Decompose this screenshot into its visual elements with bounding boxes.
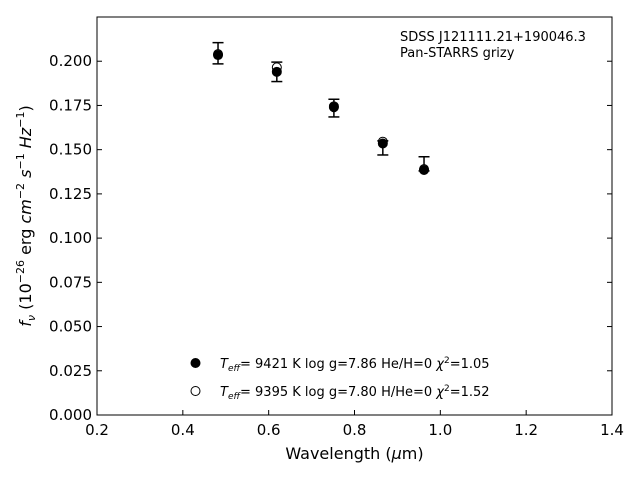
y-axis-label: fν (10−26 erg cm−2 s−1 Hz−1) — [14, 105, 38, 326]
y-axis-ticks: 0.000 0.025 0.050 0.075 0.100 0.125 0.150 0.175… — [49, 52, 612, 424]
filled-data-point — [271, 66, 282, 77]
x-tick-label: 0.6 — [257, 421, 281, 439]
filled-model-points — [213, 50, 430, 176]
object-name-annotation: SDSS J121111.21+190046.3 — [400, 30, 586, 45]
x-tick-label: 0.8 — [343, 421, 367, 439]
x-tick-label: 1.0 — [428, 421, 452, 439]
y-tick-label: 0.200 — [49, 52, 92, 70]
legend-marker-filled — [190, 358, 201, 368]
legend: Teff= 9421 K log g=7.86 He/H=0 χ2=1.05 T… — [190, 356, 490, 402]
y-tick-label: 0.175 — [49, 96, 92, 114]
x-tick-label: 1.2 — [514, 421, 538, 439]
y-tick-label: 0.075 — [49, 273, 92, 291]
filled-data-point — [419, 165, 430, 176]
y-tick-label: 0.000 — [49, 406, 92, 424]
x-axis-label: Wavelength (μm) — [285, 444, 423, 463]
plot-area — [96, 16, 613, 416]
x-tick-label: 0.2 — [85, 421, 109, 439]
legend-label-open: Teff= 9395 K log g=7.80 H/He=0 χ2=1.52 — [220, 384, 490, 402]
y-tick-label: 0.050 — [49, 318, 92, 336]
x-tick-label: 0.4 — [171, 421, 195, 439]
filled-data-point — [377, 138, 388, 149]
y-tick-label: 0.025 — [49, 362, 92, 380]
x-axis-ticks: 0.2 0.4 0.6 0.8 1.0 1.2 1.4 — [85, 410, 624, 439]
filled-data-point — [328, 102, 339, 113]
y-tick-label: 0.125 — [49, 185, 92, 203]
y-tick-label: 0.100 — [49, 229, 92, 247]
survey-annotation: Pan-STARRS grizy — [400, 46, 515, 61]
x-tick-label: 1.4 — [600, 421, 624, 439]
filled-data-point — [213, 50, 224, 61]
legend-label-filled: Teff= 9421 K log g=7.86 He/H=0 χ2=1.05 — [220, 356, 490, 374]
y-tick-label: 0.150 — [49, 141, 92, 159]
legend-marker-open — [190, 386, 201, 396]
